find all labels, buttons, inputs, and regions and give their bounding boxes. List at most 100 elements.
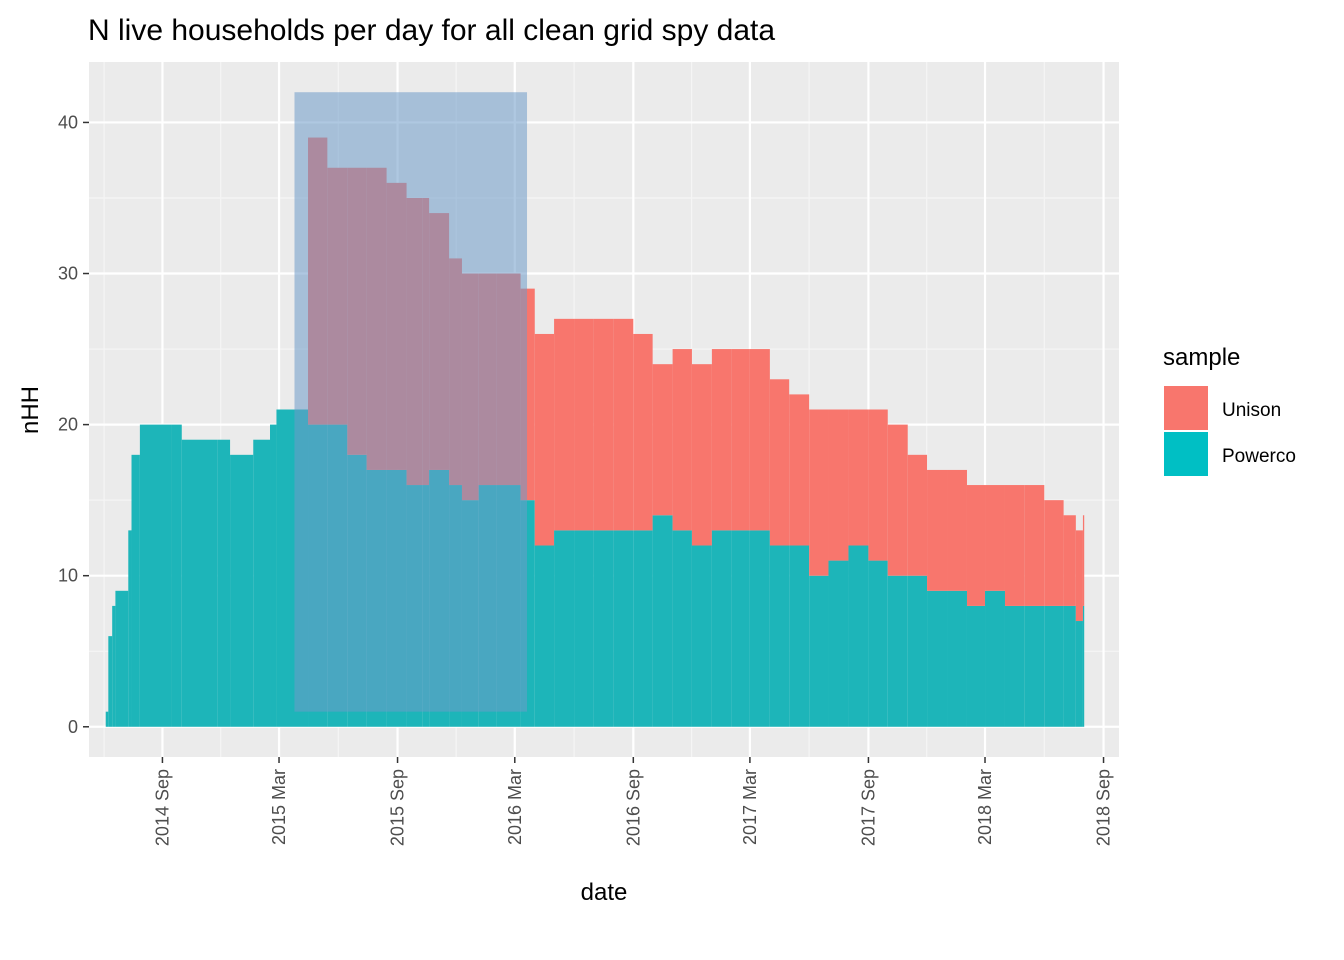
x-tick-label: 2018 Sep (1094, 769, 1114, 846)
bar-powerco (230, 454, 254, 727)
bar-powerco (672, 530, 692, 727)
bar-unison (652, 364, 673, 516)
bar-unison (809, 409, 829, 576)
bar-powerco (1063, 605, 1076, 727)
bar-unison (1024, 485, 1045, 606)
bar-powerco (574, 530, 594, 727)
bar-unison (985, 485, 1005, 591)
x-tick-label: 2016 Mar (505, 769, 525, 845)
y-tick-label: 20 (58, 415, 78, 435)
bar-unison (848, 409, 869, 546)
bar-unison (711, 349, 732, 531)
highlight-rect (294, 92, 528, 712)
bar-powerco (554, 530, 575, 727)
bar-powerco (947, 590, 967, 727)
bar-powerco (633, 530, 653, 727)
bar-powerco (139, 424, 172, 727)
bar-unison (672, 349, 692, 531)
bar-powerco (985, 590, 1005, 727)
bar-powerco (131, 454, 140, 727)
bar-powerco (1082, 605, 1085, 727)
bar-unison (907, 454, 928, 576)
bar-unison (691, 364, 712, 546)
bar-unison (789, 394, 810, 546)
legend-title: sample (1163, 344, 1240, 371)
x-tick-label: 2017 Sep (858, 769, 878, 846)
y-axis: 0 10 20 30 40 (58, 112, 89, 737)
legend-key-powerco (1164, 432, 1208, 476)
bar-powerco (181, 439, 218, 727)
x-tick-label: 2015 Mar (269, 769, 289, 845)
bar-unison (947, 469, 967, 591)
y-tick-label: 40 (58, 112, 78, 132)
bar-unison (887, 424, 908, 576)
bar-powerco (868, 560, 888, 727)
bar-unison (828, 409, 849, 561)
legend-label-powerco: Powerco (1222, 446, 1296, 467)
bar-unison (574, 318, 594, 531)
bar-powerco (270, 424, 277, 727)
legend-key-unison (1164, 386, 1208, 430)
bar-powerco (966, 605, 986, 727)
chart-title: N live households per day for all clean … (88, 14, 775, 47)
bar-unison (868, 409, 888, 561)
bar-powerco (112, 605, 116, 727)
bar-powerco (907, 575, 928, 727)
bar-powerco (731, 530, 750, 727)
bar-powerco (108, 636, 113, 727)
bar-unison (613, 318, 634, 531)
legend: sample Unison Powerco (1163, 344, 1296, 476)
bar-unison (966, 485, 986, 606)
bar-unison (554, 318, 575, 531)
bar-unison (927, 469, 948, 591)
bar-powerco (711, 530, 732, 727)
x-tick-label: 2017 Mar (740, 769, 760, 845)
y-tick-label: 0 (68, 717, 78, 737)
bar-powerco (809, 575, 829, 727)
bar-powerco (848, 545, 869, 727)
bar-powerco (253, 439, 271, 727)
bar-powerco (1024, 605, 1045, 727)
bar-unison (1075, 530, 1083, 622)
bar-powerco (115, 590, 129, 727)
bar-powerco (887, 575, 908, 727)
bar-unison (593, 318, 614, 531)
bar-unison (1082, 515, 1085, 606)
bar-unison (1004, 485, 1025, 606)
bar-unison (769, 379, 790, 546)
bar-powerco (1044, 605, 1064, 727)
bar-powerco (105, 711, 109, 727)
bar-unison (1063, 515, 1076, 606)
bar-unison (633, 333, 653, 531)
x-tick-label: 2016 Sep (623, 769, 643, 846)
bar-powerco (534, 545, 555, 727)
bar-powerco (828, 560, 849, 727)
bar-powerco (1075, 621, 1083, 727)
bar-powerco (217, 439, 231, 727)
bar-unison (1044, 500, 1064, 606)
y-tick-label: 10 (58, 566, 78, 586)
x-tick-label: 2015 Sep (388, 769, 408, 846)
y-tick-label: 30 (58, 264, 78, 284)
overlay-layer (294, 92, 528, 712)
bar-unison (534, 333, 555, 546)
bar-powerco (789, 545, 810, 727)
bar-powerco (593, 530, 614, 727)
bar-unison (749, 349, 770, 531)
bar-powerco (652, 515, 673, 727)
bar-powerco (927, 590, 948, 727)
legend-label-unison: Unison (1222, 400, 1281, 421)
x-axis-title: date (581, 879, 628, 906)
bar-powerco (613, 530, 634, 727)
y-axis-title: nHH (17, 386, 44, 434)
bar-powerco (1004, 605, 1025, 727)
x-tick-label: 2018 Mar (975, 769, 995, 845)
bar-powerco (691, 545, 712, 727)
bar-unison (731, 349, 750, 531)
bar-powerco (749, 530, 770, 727)
x-tick-label: 2014 Sep (152, 769, 172, 846)
bar-powerco (769, 545, 790, 727)
x-axis: 2014 Sep 2015 Mar 2015 Sep 2016 Mar 2016 Sep… (152, 757, 1114, 846)
bar-powerco (128, 530, 132, 727)
